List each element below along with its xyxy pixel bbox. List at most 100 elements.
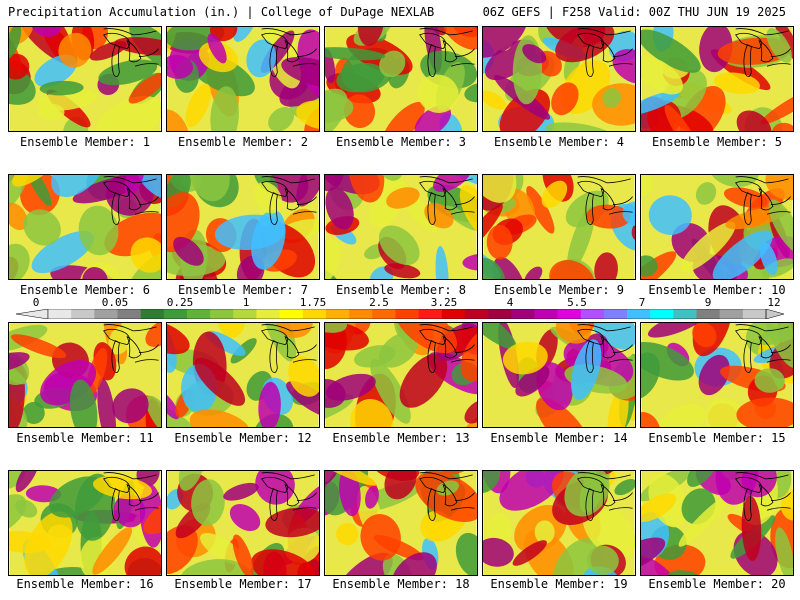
- colorbar-tick-label: 1: [242, 296, 250, 309]
- colorbar-swatch: [302, 309, 327, 319]
- colorbar-swatch: [140, 309, 165, 319]
- precip-map: [167, 175, 319, 279]
- ensemble-panel-19: [482, 470, 636, 576]
- colorbar-swatch: [210, 309, 234, 319]
- colorbar-swatch: [372, 309, 396, 319]
- ensemble-member-label: Ensemble Member: 14: [490, 431, 628, 445]
- ensemble-member-label: Ensemble Member: 19: [490, 577, 628, 591]
- ensemble-panel-10: [640, 174, 794, 280]
- ensemble-member-label: Ensemble Member: 6: [19, 283, 151, 297]
- ensemble-panel-9: [482, 174, 636, 280]
- colorbar-swatch: [94, 309, 118, 319]
- precip-map: [9, 471, 161, 575]
- ensemble-panel-16: [8, 470, 162, 576]
- precip-map: [325, 27, 477, 131]
- colorbar-swatch: [603, 309, 628, 319]
- ensemble-panel-4: [482, 26, 636, 132]
- colorbar-swatch: [488, 309, 512, 319]
- colorbar-high-arrow: [765, 309, 785, 319]
- colorbar-swatch: [71, 309, 95, 319]
- precip-map: [9, 27, 161, 131]
- colorbar-low-arrow: [15, 309, 49, 319]
- ensemble-member-label: Ensemble Member: 5: [651, 135, 783, 149]
- ensemble-member-label: Ensemble Member: 7: [177, 283, 309, 297]
- ensemble-panel-11: [8, 322, 162, 428]
- colorbar-swatch: [580, 309, 605, 319]
- ensemble-panel-5: [640, 26, 794, 132]
- precip-map: [9, 175, 161, 279]
- precip-map: [641, 323, 793, 427]
- ensemble-member-label: Ensemble Member: 20: [648, 577, 786, 591]
- ensemble-member-label: Ensemble Member: 3: [335, 135, 467, 149]
- precip-map: [483, 471, 635, 575]
- ensemble-member-label: Ensemble Member: 10: [648, 283, 786, 297]
- ensemble-panel-18: [324, 470, 478, 576]
- map-title: Precipitation Accumulation (in.) | Colle…: [8, 5, 435, 19]
- ensemble-member-label: Ensemble Member: 8: [335, 283, 467, 297]
- colorbar-tick-label: 3.25: [430, 296, 458, 309]
- colorbar-swatch: [557, 309, 582, 319]
- colorbar-swatch: [719, 309, 744, 319]
- colorbar-swatch: [650, 309, 674, 319]
- colorbar-legend: 0 0.05 0.25 1 1.75 2.5 3.25 4 5.5 7 9 12: [12, 297, 788, 319]
- colorbar-swatch: [464, 309, 489, 319]
- ensemble-member-label: Ensemble Member: 9: [493, 283, 625, 297]
- precip-map: [325, 471, 477, 575]
- precip-map: [483, 27, 635, 131]
- ensemble-member-label: Ensemble Member: 16: [16, 577, 154, 591]
- ensemble-member-label: Ensemble Member: 17: [174, 577, 312, 591]
- precip-map: [167, 27, 319, 131]
- ensemble-panel-1: [8, 26, 162, 132]
- colorbar-swatch: [325, 309, 350, 319]
- colorbar-swatch: [186, 309, 211, 319]
- ensemble-panel-2: [166, 26, 320, 132]
- precip-map: [641, 27, 793, 131]
- colorbar-swatch: [673, 309, 697, 319]
- ensemble-member-label: Ensemble Member: 15: [648, 431, 786, 445]
- ensemble-panel-14: [482, 322, 636, 428]
- colorbar-swatch: [163, 309, 188, 319]
- precip-map: [641, 471, 793, 575]
- precip-map: [167, 323, 319, 427]
- ensemble-panel-8: [324, 174, 478, 280]
- colorbar-swatch: [256, 309, 280, 319]
- colorbar-swatch: [395, 309, 419, 319]
- colorbar-swatch: [418, 309, 443, 319]
- precip-map: [483, 175, 635, 279]
- ensemble-panel-7: [166, 174, 320, 280]
- precip-map: [483, 323, 635, 427]
- ensemble-panel-15: [640, 322, 794, 428]
- ensemble-member-label: Ensemble Member: 18: [332, 577, 470, 591]
- colorbar-tick-label: 5.5: [567, 296, 587, 309]
- colorbar-swatch: [233, 309, 257, 319]
- ensemble-panel-17: [166, 470, 320, 576]
- colorbar-swatch: [117, 309, 141, 319]
- colorbar-tick-label: 4: [506, 296, 514, 309]
- colorbar-swatch: [742, 309, 767, 319]
- ensemble-member-label: Ensemble Member: 13: [332, 431, 470, 445]
- ensemble-panel-20: [640, 470, 794, 576]
- colorbar-tick-label: 1.75: [299, 296, 327, 309]
- colorbar: [15, 309, 785, 319]
- ensemble-member-label: Ensemble Member: 1: [19, 135, 151, 149]
- ensemble-panel-3: [324, 26, 478, 132]
- colorbar-tick-label: 0.25: [166, 296, 194, 309]
- precip-map: [167, 471, 319, 575]
- valid-time: 06Z GEFS | F258 Valid: 00Z THU JUN 19 20…: [482, 5, 786, 19]
- colorbar-swatch: [511, 309, 535, 319]
- colorbar-swatch: [48, 309, 72, 319]
- precip-map: [641, 175, 793, 279]
- ensemble-panel-6: [8, 174, 162, 280]
- precip-map: [9, 323, 161, 427]
- colorbar-swatch: [534, 309, 558, 319]
- colorbar-tick-label: 9: [704, 296, 712, 309]
- precip-map: [325, 175, 477, 279]
- colorbar-tick-label: 12: [767, 296, 781, 309]
- ensemble-member-label: Ensemble Member: 2: [177, 135, 309, 149]
- colorbar-tick-label: 0: [32, 296, 40, 309]
- precip-map: [325, 323, 477, 427]
- colorbar-swatch: [349, 309, 373, 319]
- ensemble-member-label: Ensemble Member: 12: [174, 431, 312, 445]
- colorbar-swatch: [279, 309, 304, 319]
- colorbar-swatch: [696, 309, 720, 319]
